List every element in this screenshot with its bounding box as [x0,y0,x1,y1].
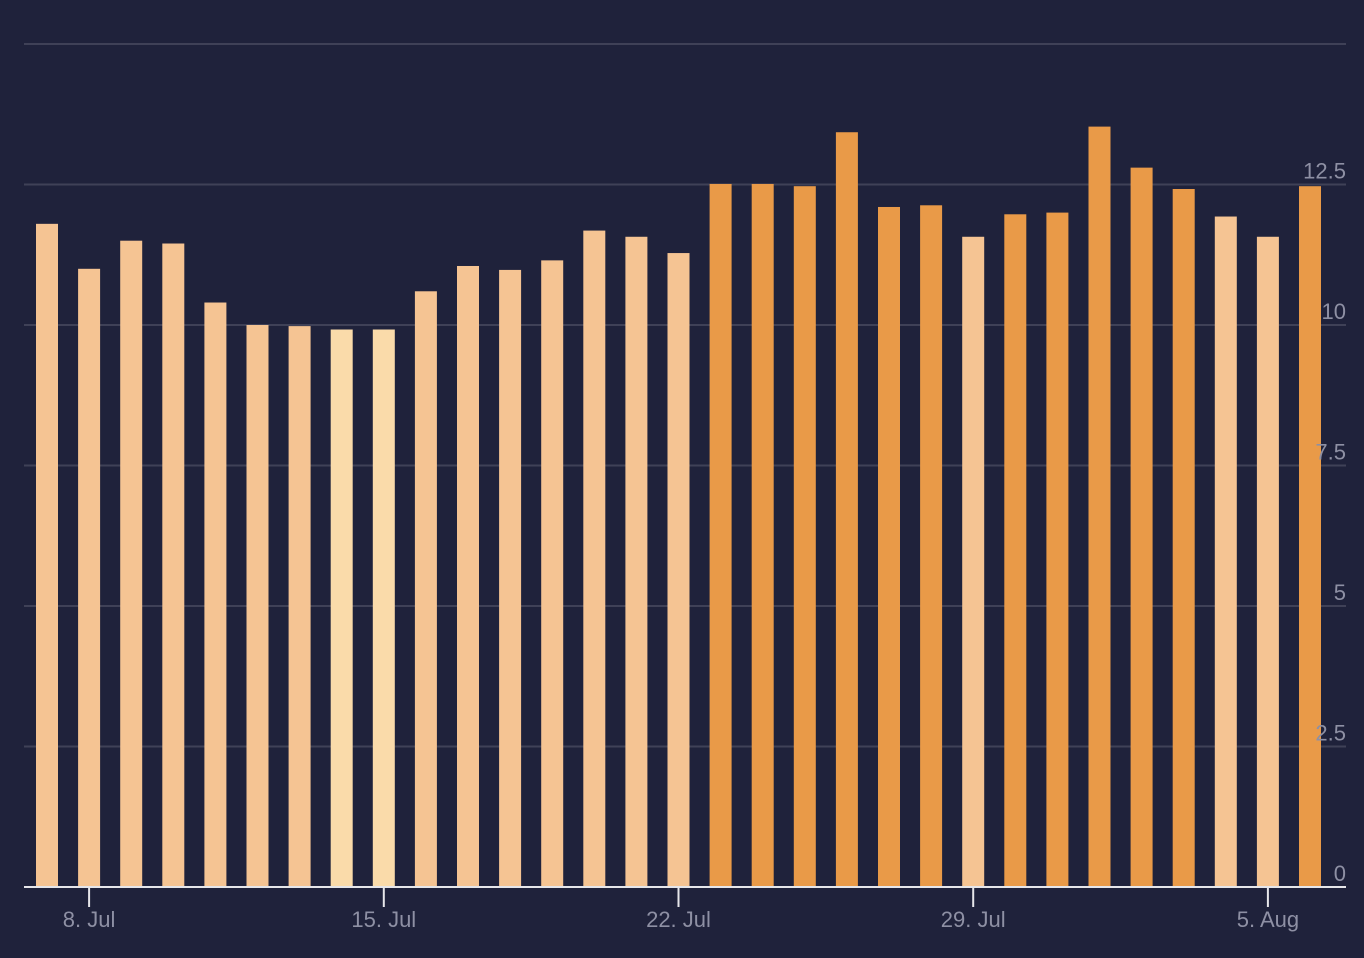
bars [36,126,1321,888]
x-tick-label-0: 8. Jul [63,907,116,932]
bar-2024-08-05 [1256,236,1279,887]
bar-2024-07-30 [1004,214,1027,888]
bar-2024-07-11 [204,302,227,887]
bar-2024-07-31 [1046,212,1069,888]
bar-2024-08-03 [1172,189,1195,887]
y-tick-label-2: 5 [1334,580,1346,605]
bar-2024-07-24 [751,183,774,887]
bar-2024-07-15 [372,329,395,887]
bar-2024-07-17 [457,265,479,887]
bar-2024-08-02 [1130,167,1153,887]
x-tick-label-2: 22. Jul [646,907,711,932]
bar-2024-07-14 [330,329,353,887]
y-axis-labels: 0 2.5 5 7.5 10 12.5 [1303,159,1346,887]
bar-2024-07-23 [709,183,732,887]
x-axis: 8. Jul 15. Jul 22. Jul 29. Jul 5. Aug [24,886,1346,932]
bar-2024-08-06 [1299,186,1321,887]
bar-2024-07-29 [962,236,985,887]
bar-2024-07-26 [835,132,858,888]
bar-2024-07-13 [288,326,311,887]
bar-2024-07-21 [625,236,648,887]
bar-2024-07-07 [36,223,58,888]
y-tick-label-3: 7.5 [1315,440,1346,465]
bar-2024-07-28 [920,205,943,888]
y-tick-label-1: 2.5 [1315,721,1346,746]
x-tick-label-3: 29. Jul [941,907,1006,932]
bar-2024-07-20 [583,230,606,887]
y-tick-label-0: 0 [1334,861,1346,886]
bar-2024-07-25 [793,186,816,887]
x-tick-label-1: 15. Jul [351,907,416,932]
y-tick-label-5: 12.5 [1303,159,1346,184]
bar-2024-07-10 [162,243,185,887]
x-tick-label-4: 5. Aug [1237,907,1299,932]
bar-2024-08-01 [1088,126,1111,888]
y-tick-label-4: 10 [1322,299,1346,324]
bar-2024-07-27 [878,206,900,888]
bar-2024-07-18 [499,269,522,887]
bar-2024-07-19 [541,260,564,887]
bar-2024-07-16 [414,291,437,887]
bar-2024-07-09 [120,240,143,887]
bar-2024-07-22 [667,253,690,887]
bar-2024-07-08 [78,268,101,887]
bar-2024-08-04 [1214,216,1237,887]
bar-2024-07-12 [246,325,269,887]
